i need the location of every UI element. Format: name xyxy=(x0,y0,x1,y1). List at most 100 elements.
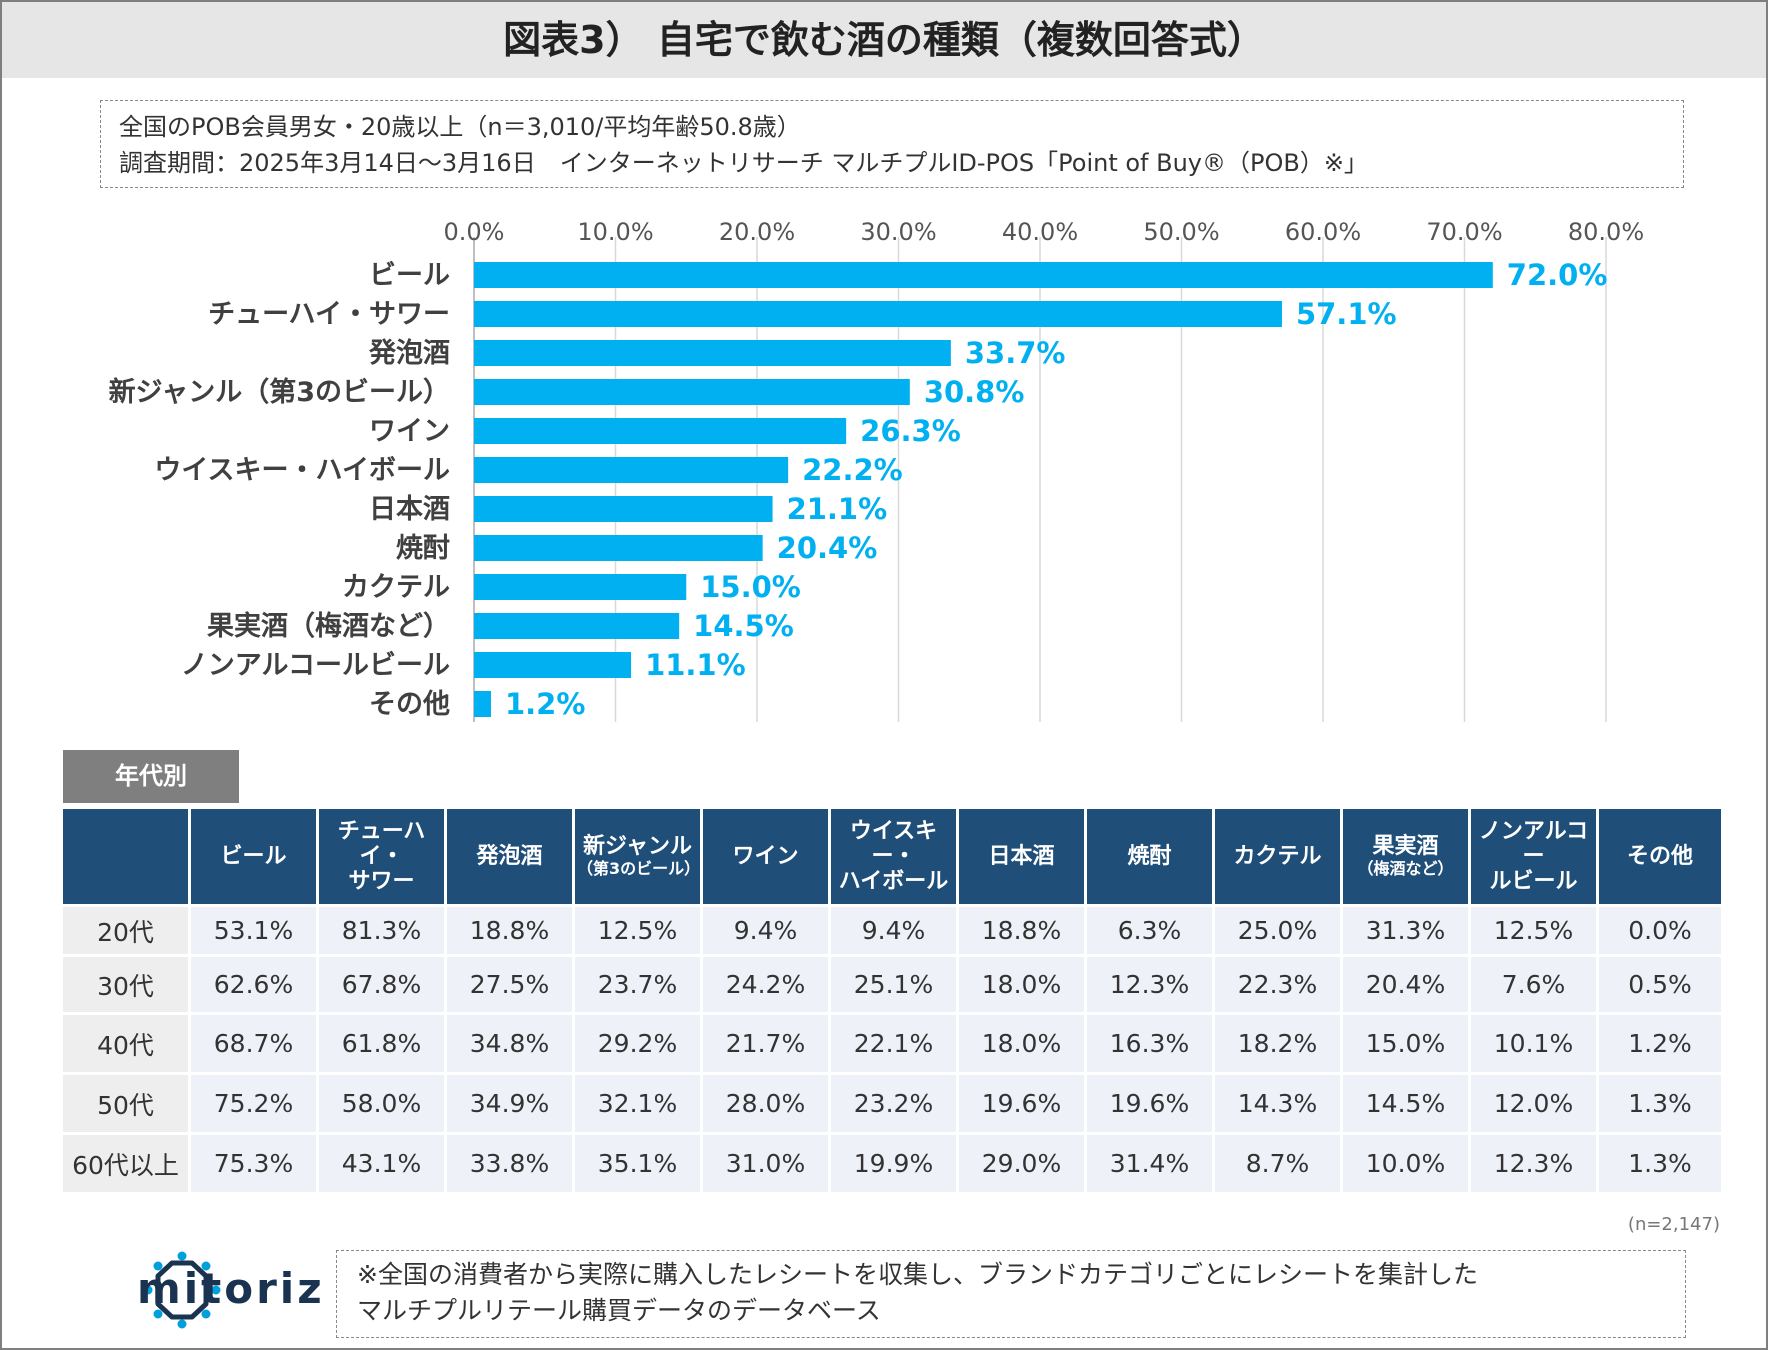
table-row: 20代 53.1% 81.3% 18.8% 12.5% 9.4% 9.4% 18.8% 6.3%… xyxy=(63,904,1724,954)
table-cell: 12.3% xyxy=(1471,1132,1599,1192)
table-cell: 18.8% xyxy=(959,904,1087,954)
table-cell: 9.4% xyxy=(703,904,831,954)
data-label: 11.1% xyxy=(645,648,746,682)
column-header: 発泡酒 xyxy=(447,809,575,904)
x-tick-label: 80.0% xyxy=(1568,218,1644,246)
table-cell: 28.0% xyxy=(703,1072,831,1132)
header-row: ビール チューハイ・ サワー 発泡酒 新ジャンル （第3のビール） ワイン ウイスキー・ ハイボ… xyxy=(63,809,1724,904)
table-cell: 19.6% xyxy=(1087,1072,1215,1132)
table-cell: 14.3% xyxy=(1215,1072,1343,1132)
table-cell: 23.2% xyxy=(831,1072,959,1132)
table-cell: 34.9% xyxy=(447,1072,575,1132)
x-tick-label: 10.0% xyxy=(577,218,653,246)
table-row: 50代 75.2% 58.0% 34.9% 32.1% 28.0% 23.2% 19.6% 19… xyxy=(63,1072,1724,1132)
table-cell: 20.4% xyxy=(1343,954,1471,1012)
x-tick-label: 70.0% xyxy=(1426,218,1502,246)
column-header: 新ジャンル （第3のビール） xyxy=(575,809,703,904)
table-cell: 53.1% xyxy=(191,904,319,954)
data-label: 30.8% xyxy=(924,375,1025,409)
sample-size-note: (n=2,147) xyxy=(1627,1214,1720,1235)
data-label: 72.0% xyxy=(1507,258,1608,292)
table-cell: 23.7% xyxy=(575,954,703,1012)
table-row: 40代 68.7% 61.8% 34.8% 29.2% 21.7% 22.1% 18.0% 16… xyxy=(63,1012,1724,1072)
table-cell: 25.0% xyxy=(1215,904,1343,954)
table-cell: 7.6% xyxy=(1471,954,1599,1012)
bar xyxy=(474,613,680,639)
category-label: ワイン xyxy=(369,416,450,447)
footnote-line-1: ※全国の消費者から実際に購入したレシートを収集し、ブランドカテゴリごとにレシート… xyxy=(357,1260,1478,1289)
table-cell: 18.0% xyxy=(959,954,1087,1012)
data-label: 15.0% xyxy=(700,570,801,604)
bar xyxy=(474,691,491,717)
mitoriz-logo-icon xyxy=(143,1251,221,1329)
data-label: 20.4% xyxy=(777,531,878,565)
figure-title: 図表3） 自宅で飲む酒の種類（複数回答式） xyxy=(503,18,1265,62)
category-label: ノンアルコールビール xyxy=(181,650,450,681)
category-label: その他 xyxy=(369,689,450,720)
column-header: カクテル xyxy=(1215,809,1343,904)
x-tick-label: 40.0% xyxy=(1002,218,1078,246)
category-label: 発泡酒 xyxy=(368,337,450,369)
title-bar: 図表3） 自宅で飲む酒の種類（複数回答式） xyxy=(2,2,1766,78)
table-cell: 24.2% xyxy=(703,954,831,1012)
table-cell: 18.8% xyxy=(447,904,575,954)
table-cell: 19.9% xyxy=(831,1132,959,1192)
bar xyxy=(474,418,847,444)
table-cell: 75.2% xyxy=(191,1072,319,1132)
table-cell: 15.0% xyxy=(1343,1012,1471,1072)
category-label: ウイスキー・ハイボール xyxy=(154,455,450,486)
row-label: 50代 xyxy=(63,1072,191,1132)
data-label: 21.1% xyxy=(787,492,888,526)
table-cell: 12.3% xyxy=(1087,954,1215,1012)
column-header: ノンアルコー ルビール xyxy=(1471,809,1599,904)
column-header: ビール xyxy=(191,809,319,904)
table-cell: 43.1% xyxy=(319,1132,447,1192)
table-cell: 25.1% xyxy=(831,954,959,1012)
column-header: ワイン xyxy=(703,809,831,904)
footnote-line-2: マルチプルリテール購買データのデータベース xyxy=(357,1296,881,1325)
table-cell: 1.3% xyxy=(1599,1072,1724,1132)
x-tick-label: 0.0% xyxy=(444,218,505,246)
bar xyxy=(474,262,1493,288)
bar xyxy=(474,652,632,678)
column-header: チューハイ・ サワー xyxy=(319,809,447,904)
table-cell: 34.8% xyxy=(447,1012,575,1072)
table-cell: 16.3% xyxy=(1087,1012,1215,1072)
row-label: 60代以上 xyxy=(63,1132,191,1192)
table-cell: 18.0% xyxy=(959,1012,1087,1072)
survey-sample-text: 全国のPOB会員男女・20歳以上（n＝3,010/平均年齢50.8歳） xyxy=(119,113,801,141)
category-label: チューハイ・サワー xyxy=(208,299,450,330)
bar xyxy=(474,496,773,522)
table-cell: 10.1% xyxy=(1471,1012,1599,1072)
row-label: 20代 xyxy=(63,904,191,954)
table-cell: 31.4% xyxy=(1087,1132,1215,1192)
x-tick-label: 30.0% xyxy=(860,218,936,246)
survey-info-box: 全国のPOB会員男女・20歳以上（n＝3,010/平均年齢50.8歳） 調査期間… xyxy=(100,100,1684,188)
table-cell: 67.8% xyxy=(319,954,447,1012)
column-header: ウイスキー・ ハイボール xyxy=(831,809,959,904)
age-tab-label: 年代別 xyxy=(63,750,239,803)
table-cell: 62.6% xyxy=(191,954,319,1012)
table-cell: 29.0% xyxy=(959,1132,1087,1192)
row-label: 40代 xyxy=(63,1012,191,1072)
table-cell: 33.8% xyxy=(447,1132,575,1192)
row-label: 30代 xyxy=(63,954,191,1012)
table-cell: 0.5% xyxy=(1599,954,1724,1012)
bar xyxy=(474,574,687,600)
table-cell: 81.3% xyxy=(319,904,447,954)
table-row: 60代以上 75.3% 43.1% 33.8% 35.1% 31.0% 19.9% 29.0%… xyxy=(63,1132,1724,1192)
table-cell: 8.7% xyxy=(1215,1132,1343,1192)
bar xyxy=(474,457,789,483)
table-cell: 31.3% xyxy=(1343,904,1471,954)
age-table: ビール チューハイ・ サワー 発泡酒 新ジャンル （第3のビール） ワイン ウイスキー・ ハイボ… xyxy=(63,809,1724,1192)
data-label: 14.5% xyxy=(693,609,794,643)
table-cell: 68.7% xyxy=(191,1012,319,1072)
table-cell: 10.0% xyxy=(1343,1132,1471,1192)
x-tick-label: 20.0% xyxy=(719,218,795,246)
bar-chart: 0.0% 10.0% 20.0% 30.0% 40.0% 50.0% 60.0% 70.0% 8… xyxy=(109,218,1644,722)
bar xyxy=(474,535,763,561)
table-cell: 21.7% xyxy=(703,1012,831,1072)
category-label: 日本酒 xyxy=(369,494,450,525)
bar xyxy=(474,379,910,405)
table-cell: 1.2% xyxy=(1599,1012,1724,1072)
